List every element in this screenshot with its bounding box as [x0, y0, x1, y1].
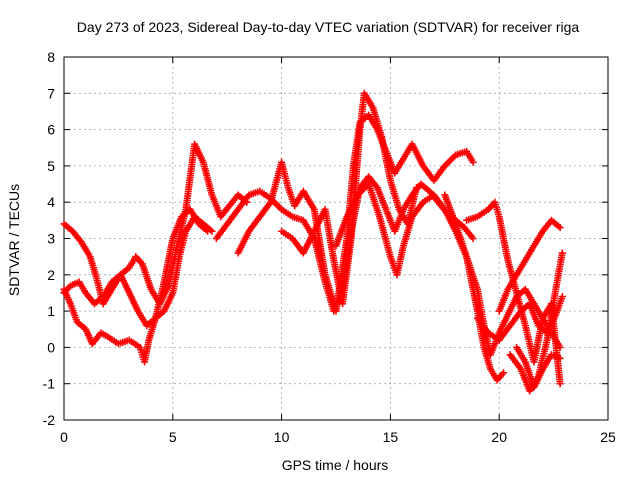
y-axis-label: SDTVAR / TECUs — [6, 184, 22, 296]
y-tick-label: -1 — [43, 376, 56, 392]
data-point — [556, 224, 564, 232]
series-track-8 — [441, 191, 564, 359]
ticks-layer: 0 5 10 15 20 25 -2 -1 0 1 2 3 4 5 6 7 8 — [43, 49, 616, 445]
y-tick-label: 2 — [47, 267, 55, 283]
series-track-2 — [60, 213, 216, 330]
y-tick-label: 5 — [47, 158, 55, 174]
data-point — [558, 249, 566, 257]
data-point — [556, 343, 564, 351]
data-point — [469, 158, 477, 166]
data-point — [204, 227, 212, 235]
data-point — [413, 184, 421, 192]
x-tick-label: 0 — [60, 429, 68, 445]
x-axis-label: GPS time / hours — [282, 457, 389, 473]
y-tick-label: 8 — [47, 49, 55, 65]
series-track-11 — [495, 216, 564, 315]
y-tick-label: 4 — [47, 194, 55, 210]
data-layer — [60, 89, 566, 395]
x-tick-label: 15 — [383, 429, 399, 445]
series-track-10 — [473, 293, 566, 344]
series-track-3 — [60, 205, 212, 366]
data-point — [556, 354, 564, 362]
data-point — [556, 380, 564, 388]
y-tick-label: 6 — [47, 122, 55, 138]
data-point — [500, 369, 508, 377]
x-tick-label: 10 — [274, 429, 290, 445]
y-tick-label: 1 — [47, 303, 55, 319]
data-point — [469, 235, 477, 242]
x-tick-label: 25 — [600, 429, 616, 445]
chart-title: Day 273 of 2023, Sidereal Day-to-day VTE… — [77, 19, 580, 35]
y-tick-label: 0 — [47, 339, 55, 355]
series-track-7 — [332, 180, 508, 384]
y-tick-label: -2 — [43, 412, 56, 428]
y-tick-label: 7 — [47, 85, 55, 101]
data-point — [558, 293, 566, 301]
y-tick-label: 3 — [47, 231, 55, 247]
x-tick-label: 5 — [169, 429, 177, 445]
x-tick-label: 20 — [491, 429, 507, 445]
series-track-13 — [513, 343, 564, 391]
series-track-1 — [60, 140, 251, 308]
